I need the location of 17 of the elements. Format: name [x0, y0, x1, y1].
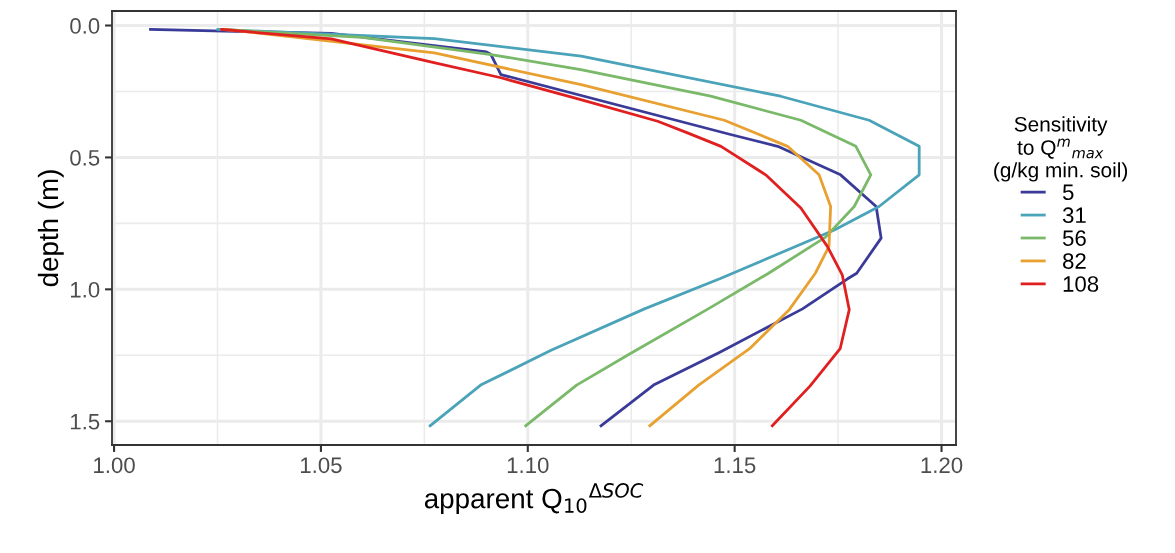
legend-label: 56 — [1062, 230, 1086, 246]
x-axis-title: apparent Q$_{10}$$^{ΔSOC}$ — [424, 483, 644, 514]
x-tick-label: 1.05 — [301, 457, 342, 474]
legend-label: 108 — [1063, 276, 1099, 292]
legend-label: 82 — [1063, 253, 1086, 269]
y-tick-label: 0.5 — [70, 149, 100, 166]
x-tick-label: 1.10 — [507, 457, 549, 474]
legend-title: Sensitivity to Q$^{m}$$_{max}$ (g/kg min. soil) — [994, 116, 1128, 182]
x-tick-label: 1.15 — [714, 457, 756, 474]
y-axis-title: depth (m) — [37, 170, 64, 287]
y-tick-label: 1.0 — [71, 281, 100, 298]
x-tick-label: 1.20 — [921, 457, 963, 474]
y-tick-label: 0.0 — [70, 18, 100, 34]
y-tick-label: 1.5 — [71, 414, 100, 430]
x-tick-label: 1.00 — [94, 457, 135, 474]
legend-label: 31 — [1062, 207, 1086, 224]
legend-label: 5 — [1062, 184, 1074, 201]
